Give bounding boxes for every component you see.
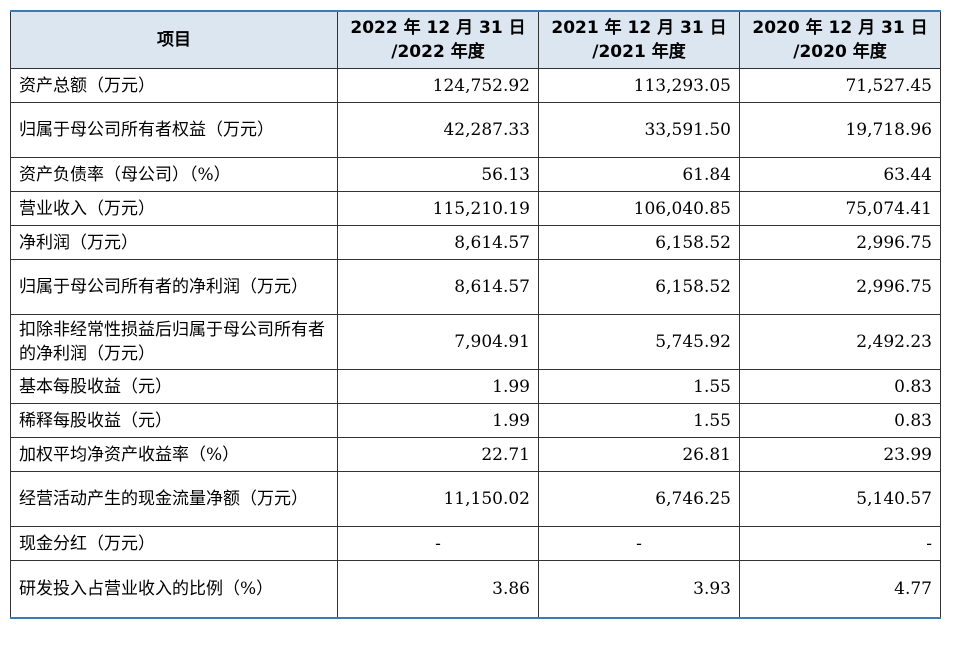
row-label: 资产负债率（母公司）（%） (10, 157, 338, 192)
cell-2021: 33,591.50 (538, 102, 740, 158)
cell-2020: 0.83 (739, 369, 941, 404)
header-2021-line2: /2021 年度 (592, 42, 686, 62)
row-label: 加权平均净资产收益率（%） (10, 437, 338, 472)
cell-2021: 6,158.52 (538, 225, 740, 260)
cell-2020: 4.77 (739, 560, 941, 619)
header-2020-line2: /2020 年度 (793, 42, 887, 62)
cell-2021: - (538, 526, 740, 561)
table-row: 研发投入占营业收入的比例（%） 3.86 3.93 4.77 (10, 560, 941, 619)
cell-2020: 2,996.75 (739, 225, 941, 260)
row-label: 归属于母公司所有者的净利润（万元） (10, 259, 338, 315)
cell-2022: 1.99 (337, 403, 539, 438)
cell-2022: 56.13 (337, 157, 539, 192)
cell-2021: 5,745.92 (538, 314, 740, 370)
cell-2022: 8,614.57 (337, 225, 539, 260)
table-row: 稀释每股收益（元） 1.99 1.55 0.83 (10, 403, 941, 438)
table-row: 归属于母公司所有者权益（万元） 42,287.33 33,591.50 19,7… (10, 102, 941, 158)
table-row: 现金分红（万元） - - - (10, 526, 941, 561)
cell-2022: 3.86 (337, 560, 539, 619)
row-label: 资产总额（万元） (10, 68, 338, 103)
cell-2020: 2,996.75 (739, 259, 941, 315)
table-row: 资产负债率（母公司）（%） 56.13 61.84 63.44 (10, 157, 941, 192)
row-label: 经营活动产生的现金流量净额（万元） (10, 471, 338, 527)
cell-2021: 113,293.05 (538, 68, 740, 103)
row-label: 营业收入（万元） (10, 191, 338, 226)
header-2022-line1: 2022 年 12 月 31 日 (350, 18, 526, 38)
table-row: 基本每股收益（元） 1.99 1.55 0.83 (10, 369, 941, 404)
row-label: 基本每股收益（元） (10, 369, 338, 404)
cell-2020: 2,492.23 (739, 314, 941, 370)
cell-2021: 3.93 (538, 560, 740, 619)
cell-2022: 42,287.33 (337, 102, 539, 158)
cell-2022: - (337, 526, 539, 561)
cell-2020: 19,718.96 (739, 102, 941, 158)
row-label: 净利润（万元） (10, 225, 338, 260)
table-row: 经营活动产生的现金流量净额（万元） 11,150.02 6,746.25 5,1… (10, 471, 941, 527)
row-label: 稀释每股收益（元） (10, 403, 338, 438)
cell-2021: 1.55 (538, 369, 740, 404)
header-2021-line1: 2021 年 12 月 31 日 (551, 18, 727, 38)
cell-2022: 7,904.91 (337, 314, 539, 370)
cell-2021: 106,040.85 (538, 191, 740, 226)
cell-2020: 75,074.41 (739, 191, 941, 226)
header-2022-line2: /2022 年度 (391, 42, 485, 62)
cell-2020: 23.99 (739, 437, 941, 472)
table-row: 扣除非经常性损益后归属于母公司所有者的净利润（万元） 7,904.91 5,74… (10, 314, 941, 370)
financial-indicators-table: 项目 2022 年 12 月 31 日 /2022 年度 2021 年 12 月… (10, 10, 941, 619)
cell-2021: 61.84 (538, 157, 740, 192)
cell-2021: 1.55 (538, 403, 740, 438)
header-2020-line1: 2020 年 12 月 31 日 (752, 18, 928, 38)
cell-2021: 26.81 (538, 437, 740, 472)
cell-2020: - (739, 526, 941, 561)
row-label: 扣除非经常性损益后归属于母公司所有者的净利润（万元） (10, 314, 338, 370)
cell-2022: 115,210.19 (337, 191, 539, 226)
row-label: 研发投入占营业收入的比例（%） (10, 560, 338, 619)
table-row: 资产总额（万元） 124,752.92 113,293.05 71,527.45 (10, 68, 941, 103)
cell-2022: 1.99 (337, 369, 539, 404)
cell-2020: 0.83 (739, 403, 941, 438)
cell-2022: 124,752.92 (337, 68, 539, 103)
header-2021: 2021 年 12 月 31 日 /2021 年度 (538, 10, 740, 69)
header-2020: 2020 年 12 月 31 日 /2020 年度 (739, 10, 941, 69)
cell-2022: 11,150.02 (337, 471, 539, 527)
cell-2022: 8,614.57 (337, 259, 539, 315)
table-row: 净利润（万元） 8,614.57 6,158.52 2,996.75 (10, 225, 941, 260)
header-row: 项目 2022 年 12 月 31 日 /2022 年度 2021 年 12 月… (10, 10, 941, 69)
cell-2022: 22.71 (337, 437, 539, 472)
row-label: 现金分红（万元） (10, 526, 338, 561)
cell-2020: 71,527.45 (739, 68, 941, 103)
header-2022: 2022 年 12 月 31 日 /2022 年度 (337, 10, 539, 69)
cell-2020: 63.44 (739, 157, 941, 192)
header-item: 项目 (10, 10, 338, 69)
table-row: 加权平均净资产收益率（%） 22.71 26.81 23.99 (10, 437, 941, 472)
cell-2021: 6,746.25 (538, 471, 740, 527)
table-row: 营业收入（万元） 115,210.19 106,040.85 75,074.41 (10, 191, 941, 226)
cell-2021: 6,158.52 (538, 259, 740, 315)
cell-2020: 5,140.57 (739, 471, 941, 527)
financial-table-container: 项目 2022 年 12 月 31 日 /2022 年度 2021 年 12 月… (10, 10, 941, 619)
row-label: 归属于母公司所有者权益（万元） (10, 102, 338, 158)
table-row: 归属于母公司所有者的净利润（万元） 8,614.57 6,158.52 2,99… (10, 259, 941, 315)
